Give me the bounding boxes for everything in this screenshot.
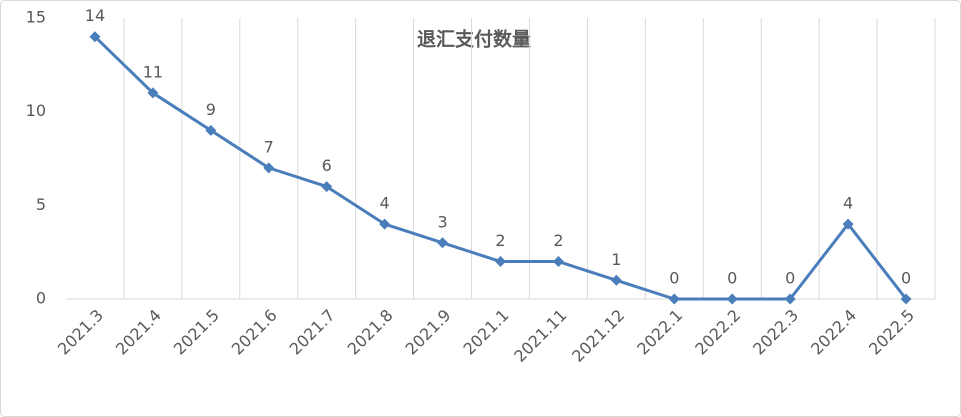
data-label: 14 [85, 6, 105, 25]
data-marker [726, 293, 738, 305]
data-label: 11 [143, 62, 163, 81]
data-label: 2 [495, 231, 505, 250]
data-marker [610, 274, 622, 286]
y-tick-label: 5 [36, 195, 46, 214]
data-marker [147, 87, 159, 99]
y-tick-label: 0 [36, 289, 46, 308]
data-marker [263, 162, 275, 174]
chart-title: 退汇支付数量 [417, 28, 531, 51]
data-marker [900, 293, 912, 305]
data-label: 0 [727, 269, 737, 288]
data-label: 3 [437, 212, 447, 231]
data-marker [205, 124, 217, 136]
data-marker [437, 237, 449, 249]
data-label: 6 [322, 156, 332, 175]
data-label: 4 [380, 194, 390, 213]
data-marker [784, 293, 796, 305]
data-marker [379, 218, 391, 230]
data-label: 2 [553, 231, 563, 250]
data-label: 0 [669, 269, 679, 288]
data-label: 0 [785, 269, 795, 288]
y-tick-label: 15 [26, 8, 46, 27]
data-marker [842, 218, 854, 230]
data-label: 7 [264, 137, 274, 156]
data-marker [552, 256, 564, 268]
y-tick-label: 10 [26, 101, 46, 120]
data-marker [89, 31, 101, 43]
data-label: 0 [901, 269, 911, 288]
data-label: 9 [206, 100, 216, 119]
data-label: 4 [843, 194, 853, 213]
data-marker [495, 256, 506, 268]
data-label: 1 [611, 250, 621, 269]
data-marker [321, 181, 333, 193]
data-marker [668, 293, 680, 305]
